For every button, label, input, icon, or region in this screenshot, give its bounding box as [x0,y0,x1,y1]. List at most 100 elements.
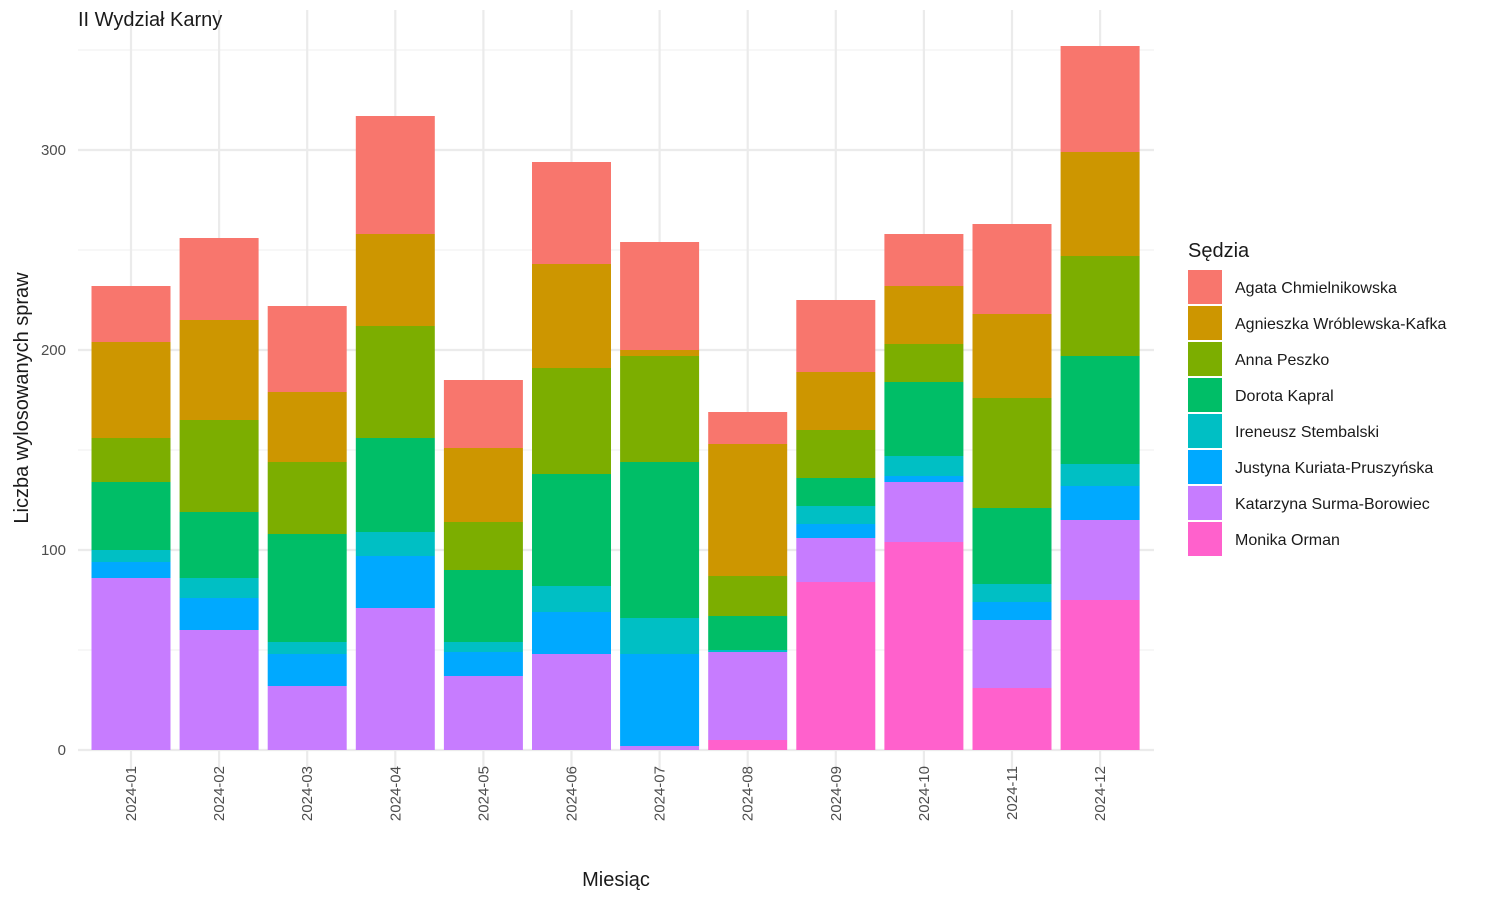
legend-swatch [1188,270,1222,304]
bar-segment: Anna Peszko 2024-10: 19 [884,344,963,382]
bars-layer: Monika Orman 2024-08: 5 Monika Orman 2024… [92,46,1140,750]
x-axis-title: Miesiąc [582,869,650,891]
bar-segment: Anna Peszko 2024-07: 53 [620,356,699,462]
x-axis-ticks: 2024-01 2024-02 2024-03 2024-04 2024-05 2024-… [123,766,1109,821]
legend-swatch [1188,486,1222,520]
bar-segment: Agata Chmielnikowska 2024-06: 51 [532,162,611,264]
y-tick-label: 100 [41,542,66,559]
bar-segment: Anna Peszko 2024-08: 20 [708,576,787,616]
bar-segment: Anna Peszko 2024-03: 36 [268,462,347,534]
bar-segment: Justyna Kuriata-Pruszyńska 2024-05: 12 [444,652,523,676]
bar-segment: Agnieszka Wróblewska-Kafka 2024-09: 29 [796,372,875,430]
y-tick-label: 200 [41,342,66,359]
legend-label: Dorota Kapral [1235,388,1334,405]
bar-segment: Agata Chmielnikowska 2024-04: 59 [356,116,435,234]
bar-segment: Ireneusz Stembalski 2024-04: 12 [356,532,435,556]
bar-segment: Agata Chmielnikowska 2024-10: 26 [884,234,963,286]
bar-segment: Anna Peszko 2024-12: 50 [1061,256,1140,356]
bar-segment: Dorota Kapral 2024-05: 36 [444,570,523,642]
legend-label: Agata Chmielnikowska [1235,280,1397,297]
x-tick-label: 2024-06 [564,766,581,821]
x-tick-label: 2024-02 [211,766,228,821]
y-axis-ticks: 0 100 200 300 [41,142,66,759]
bar-segment: Ireneusz Stembalski 2024-08: 1 [708,650,787,652]
bar-segment: Katarzyna Surma-Borowiec 2024-03: 32 [268,686,347,750]
bar-segment: Katarzyna Surma-Borowiec 2024-05: 37 [444,676,523,750]
bar-segment: Agnieszka Wróblewska-Kafka 2024-06: 52 [532,264,611,368]
bar-segment: Ireneusz Stembalski 2024-03: 6 [268,642,347,654]
bar-segment: Katarzyna Surma-Borowiec 2024-10: 30 [884,482,963,542]
bar-segment: Katarzyna Surma-Borowiec 2024-11: 34 [973,620,1052,688]
bar-segment: Agnieszka Wróblewska-Kafka 2024-07: 3 [620,350,699,356]
x-tick-label: 2024-09 [828,766,845,821]
bar-segment: Dorota Kapral 2024-12: 54 [1061,356,1140,464]
bar-segment: Anna Peszko 2024-05: 24 [444,522,523,570]
bar-segment: Katarzyna Surma-Borowiec 2024-01: 86 [92,578,171,750]
bar-segment: Dorota Kapral 2024-01: 34 [92,482,171,550]
bar-segment: Dorota Kapral 2024-07: 78 [620,462,699,618]
chart-root: Monika Orman 2024-08: 5Monika Orman 2024… [0,0,1500,900]
y-tick-label: 0 [58,742,66,759]
legend-label: Agnieszka Wróblewska-Kafka [1235,316,1446,333]
bar-segment: Agata Chmielnikowska 2024-09: 36 [796,300,875,372]
bar-segment: Ireneusz Stembalski 2024-10: 10 [884,456,963,476]
legend-title: Sędzia [1188,240,1250,262]
legend-label: Justyna Kuriata-Pruszyńska [1235,460,1433,477]
bar-segment: Agnieszka Wróblewska-Kafka 2024-10: 29 [884,286,963,344]
bar-segment: Justyna Kuriata-Pruszyńska 2024-11: 9 [973,602,1052,620]
bar-segment: Ireneusz Stembalski 2024-02: 10 [180,578,259,598]
bar-segment: Katarzyna Surma-Borowiec 2024-07: 2 [620,746,699,750]
bar-segment: Agata Chmielnikowska 2024-05: 34 [444,380,523,448]
bar-segment: Justyna Kuriata-Pruszyńska 2024-10: 3 [884,476,963,482]
bar-segment: Agata Chmielnikowska 2024-12: 53 [1061,46,1140,152]
bar-segment: Ireneusz Stembalski 2024-11: 9 [973,584,1052,602]
bar-segment: Anna Peszko 2024-04: 56 [356,326,435,438]
bar-segment: Dorota Kapral 2024-06: 56 [532,474,611,586]
legend-swatch [1188,378,1222,412]
x-tick-label: 2024-01 [123,766,140,821]
bar-segment: Justyna Kuriata-Pruszyńska 2024-12: 17 [1061,486,1140,520]
bar-segment: Dorota Kapral 2024-10: 37 [884,382,963,456]
bar-segment: Justyna Kuriata-Pruszyńska 2024-07: 46 [620,654,699,746]
legend-label: Katarzyna Surma-Borowiec [1235,496,1430,513]
bar-segment: Agata Chmielnikowska 2024-07: 54 [620,242,699,350]
bar-segment: Justyna Kuriata-Pruszyńska 2024-02: 16 [180,598,259,630]
legend: Agata Chmielnikowska Agnieszka Wróblewska… [1188,270,1446,556]
y-axis-title: Liczba wylosowanych spraw [11,272,33,524]
bar-segment: Anna Peszko 2024-09: 24 [796,430,875,478]
bar-segment: Agnieszka Wróblewska-Kafka 2024-12: 52 [1061,152,1140,256]
plot-title: II Wydział Karny [78,9,222,31]
bar-segment: Anna Peszko 2024-01: 22 [92,438,171,482]
x-tick-label: 2024-12 [1092,766,1109,821]
bar-segment: Monika Orman 2024-09: 84 [796,582,875,750]
bar-segment: Ireneusz Stembalski 2024-07: 18 [620,618,699,654]
x-tick-label: 2024-11 [1004,766,1021,820]
legend-swatch [1188,414,1222,448]
bar-segment: Justyna Kuriata-Pruszyńska 2024-01: 8 [92,562,171,578]
bar-segment: Agata Chmielnikowska 2024-02: 41 [180,238,259,320]
bar-segment: Agnieszka Wróblewska-Kafka 2024-05: 37 [444,448,523,522]
bar-segment: Agata Chmielnikowska 2024-01: 28 [92,286,171,342]
x-tick-label: 2024-10 [916,766,933,821]
bar-segment: Anna Peszko 2024-06: 53 [532,368,611,474]
bar-segment: Katarzyna Surma-Borowiec 2024-08: 44 [708,652,787,740]
x-tick-label: 2024-07 [652,766,669,821]
bar-segment: Agnieszka Wróblewska-Kafka 2024-11: 42 [973,314,1052,398]
legend-label: Monika Orman [1235,532,1340,549]
legend-swatch [1188,306,1222,340]
bar-segment: Anna Peszko 2024-02: 46 [180,420,259,512]
bar-segment: Agata Chmielnikowska 2024-03: 43 [268,306,347,392]
bar-segment: Agnieszka Wróblewska-Kafka 2024-03: 35 [268,392,347,462]
bar-segment: Dorota Kapral 2024-11: 38 [973,508,1052,584]
legend-swatch [1188,522,1222,556]
bar-segment: Ireneusz Stembalski 2024-06: 13 [532,586,611,612]
bar-segment: Justyna Kuriata-Pruszyńska 2024-09: 7 [796,524,875,538]
bar-segment: Justyna Kuriata-Pruszyńska 2024-06: 21 [532,612,611,654]
bar-segment: Agata Chmielnikowska 2024-11: 45 [973,224,1052,314]
legend-label: Ireneusz Stembalski [1235,424,1379,441]
x-tick-label: 2024-05 [475,766,492,821]
stacked-bar-chart: Monika Orman 2024-08: 5Monika Orman 2024… [0,0,1500,900]
bar-segment: Agnieszka Wróblewska-Kafka 2024-01: 48 [92,342,171,438]
bar-segment: Katarzyna Surma-Borowiec 2024-09: 22 [796,538,875,582]
bar-segment: Dorota Kapral 2024-03: 54 [268,534,347,642]
